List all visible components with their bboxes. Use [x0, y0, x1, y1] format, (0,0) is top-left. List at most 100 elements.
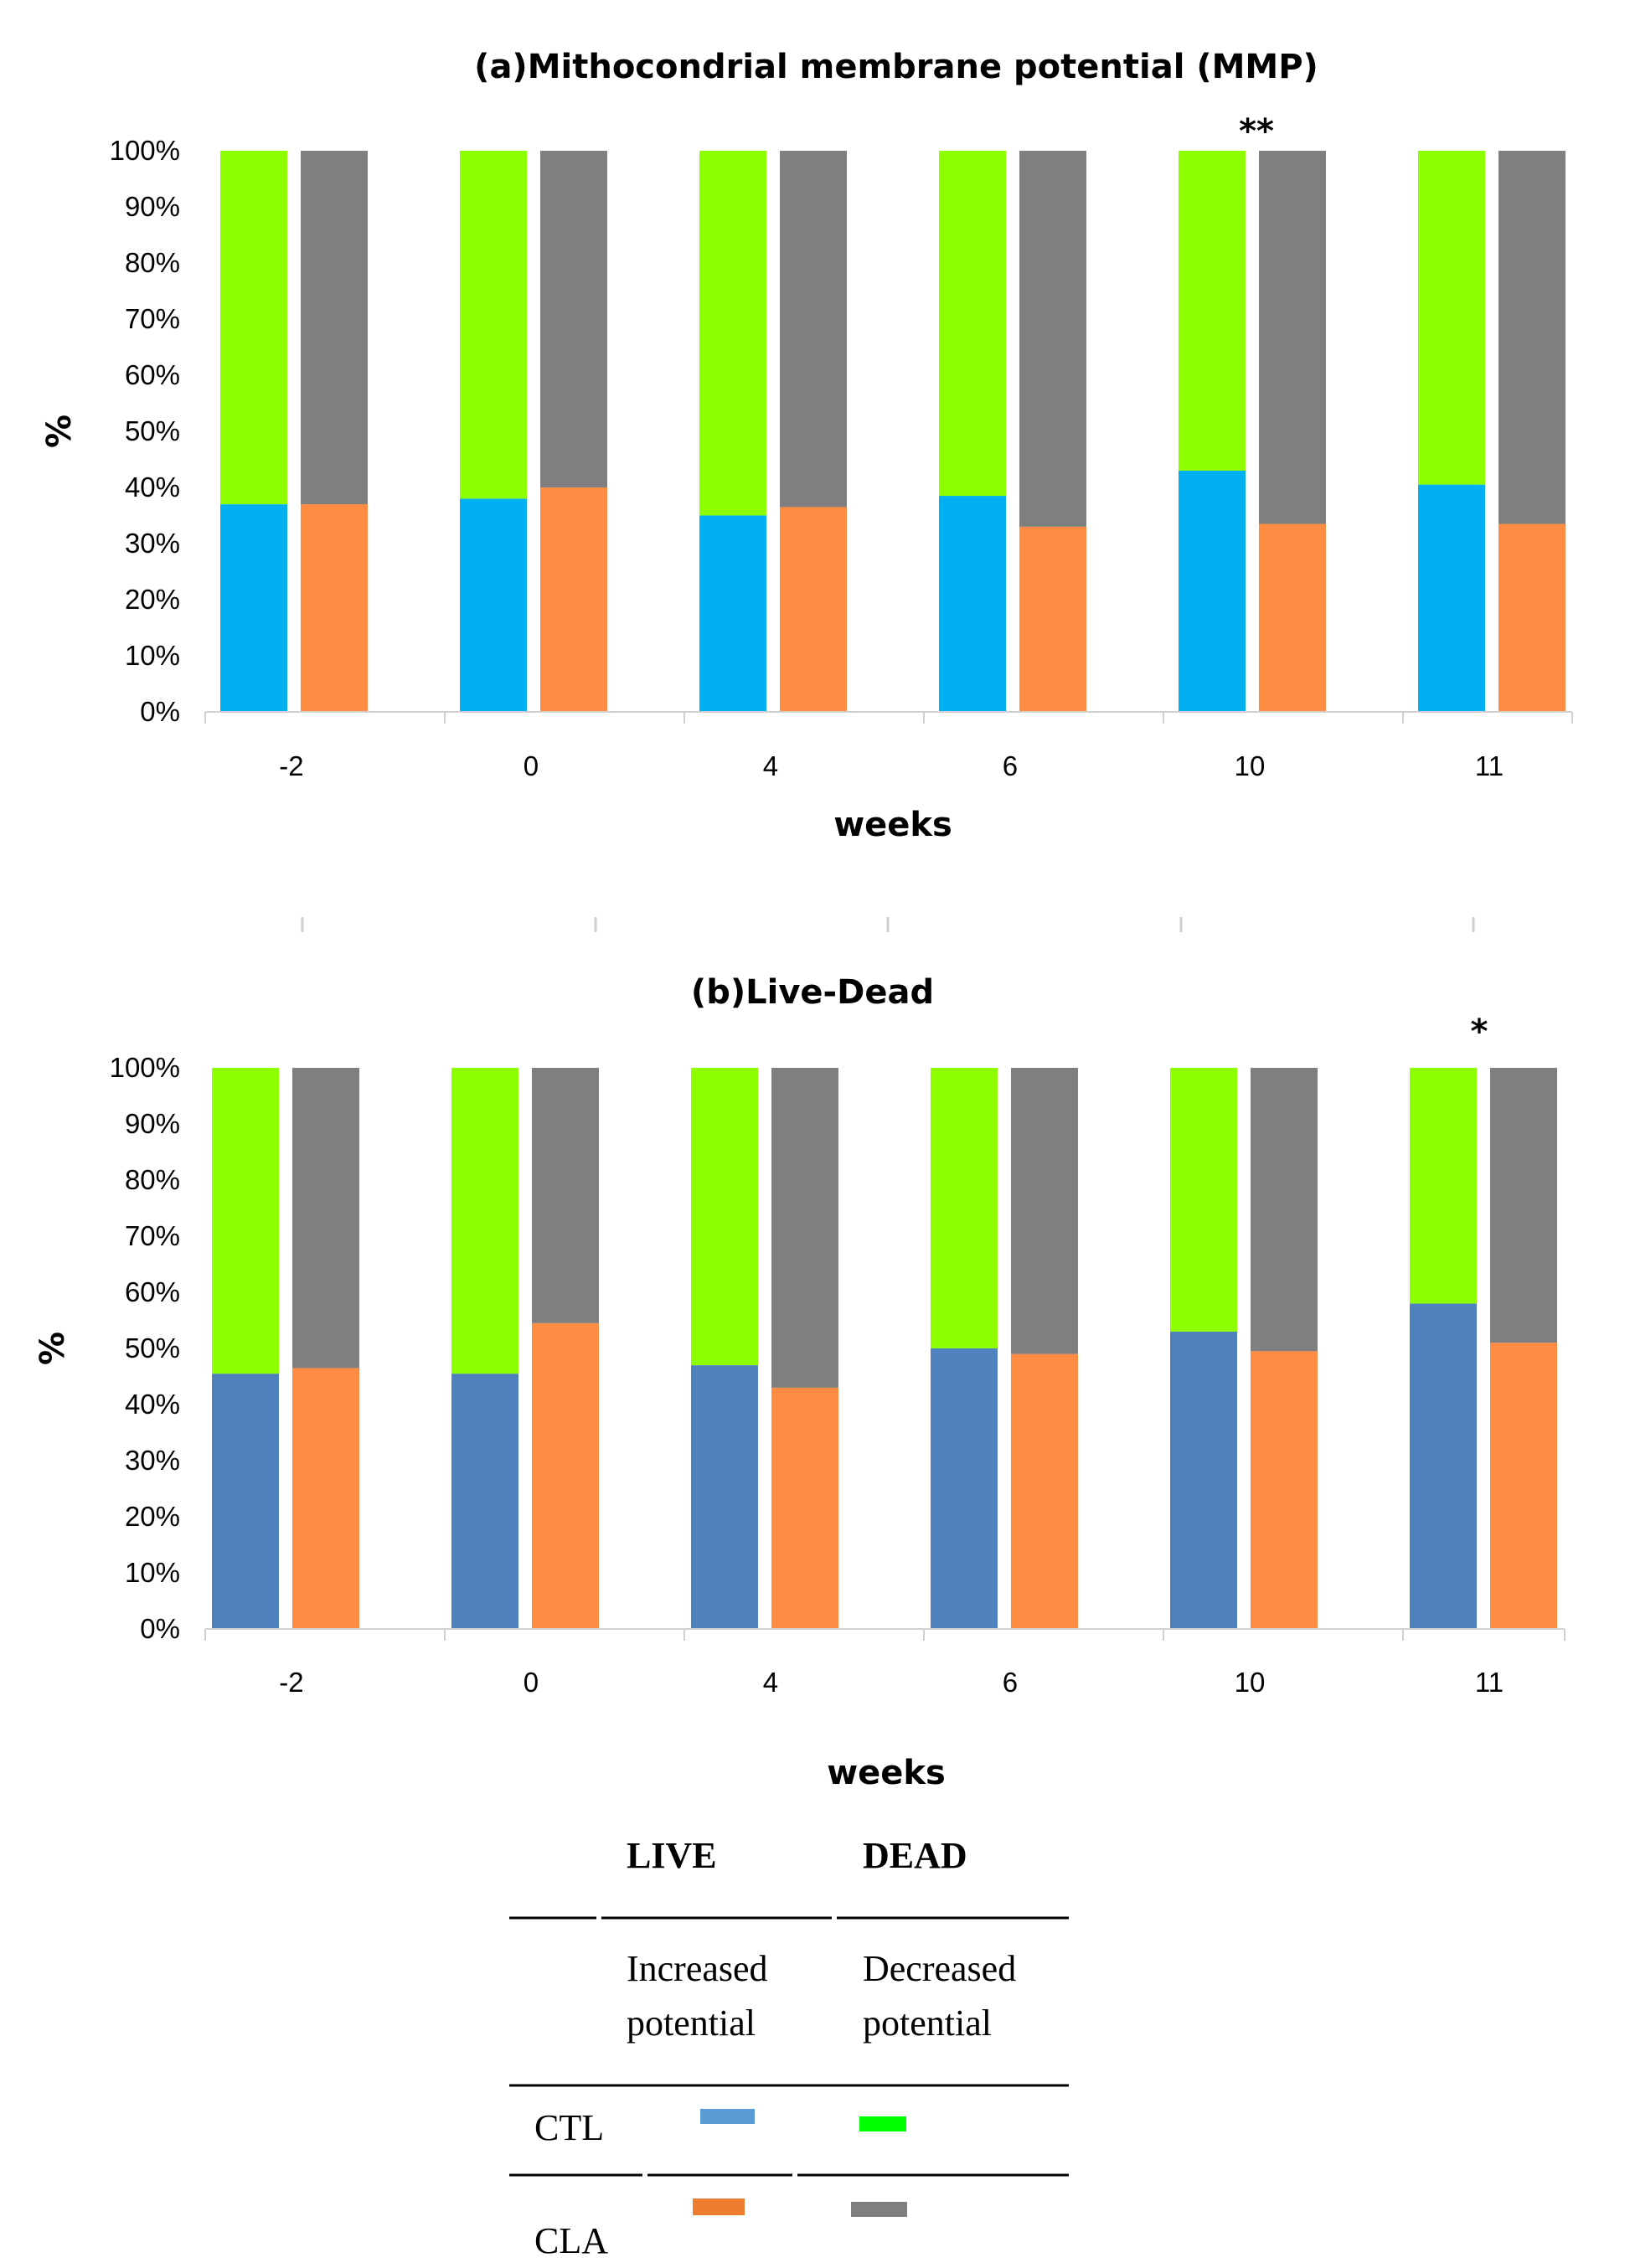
bar-ctl-lower — [931, 1348, 998, 1629]
bar-ctl-upper — [1179, 151, 1246, 471]
chart-panel-live-dead: (b)Live-Dead 0%10%20%30%40%50%60%70%80%9… — [34, 973, 1566, 1792]
bar-cla-lower — [301, 504, 368, 712]
bar-ctl-lower — [1418, 484, 1485, 712]
y-tick-label: 10% — [125, 640, 180, 671]
y-tick-label: 80% — [125, 247, 180, 278]
x-tick-label: 11 — [1475, 750, 1504, 781]
legend-sub-potential: potential — [863, 2003, 992, 2044]
bar-ctl-upper — [1170, 1068, 1237, 1332]
x-tick-label: 4 — [763, 1667, 778, 1698]
y-tick-label: 70% — [125, 303, 180, 334]
significance-marker: ** — [1239, 112, 1274, 151]
bar-cla-lower — [1498, 523, 1566, 712]
y-tick-label: 90% — [125, 191, 180, 222]
y-tick-label: 60% — [125, 359, 180, 390]
y-tick-label: 0% — [140, 1613, 180, 1644]
legend-sub-increased: Increased — [627, 1948, 768, 1989]
bar-ctl-lower — [212, 1374, 279, 1629]
bar-cla-lower — [540, 487, 607, 712]
bar-ctl-lower — [1179, 470, 1246, 712]
bar-cla-upper — [1251, 1068, 1318, 1352]
bar-cla-lower — [1011, 1353, 1078, 1629]
chart-title: (b)Live-Dead — [691, 973, 934, 1012]
legend-sub-potential: potential — [627, 2003, 756, 2044]
bar-ctl-upper — [460, 151, 527, 499]
x-axis-label: weeks — [833, 806, 952, 844]
y-tick-label: 50% — [125, 1332, 180, 1363]
x-tick-label: 11 — [1475, 1667, 1504, 1698]
y-axis: 0% 10% 20% 30% 40% 50% 60% 70% 80% 90% 100% — [110, 1052, 180, 1644]
x-axis: -2 0 4 6 10 11 — [204, 1628, 1566, 1698]
x-tick-label: 0 — [524, 750, 539, 781]
x-axis-label: weeks — [827, 1754, 946, 1792]
bar-cla-upper — [1259, 151, 1326, 524]
bar-cla-upper — [1490, 1068, 1557, 1343]
bar-ctl-lower — [1410, 1303, 1477, 1629]
y-tick-label: 10% — [125, 1557, 180, 1588]
bar-ctl-upper — [220, 151, 287, 505]
legend-header-live: LIVE — [627, 1835, 717, 1876]
bar-cla-lower — [1490, 1343, 1557, 1629]
bar-group — [220, 151, 1566, 712]
y-tick-label: 70% — [125, 1220, 180, 1251]
legend-swatch-cla-dead — [851, 2202, 907, 2217]
x-tick-label: 10 — [1235, 750, 1266, 781]
y-axis-label: % — [34, 1332, 72, 1365]
bar-cla-upper — [540, 151, 607, 487]
x-tick-label: -2 — [279, 750, 303, 781]
y-tick-label: 20% — [125, 584, 180, 615]
x-tick-label: 0 — [524, 1667, 539, 1698]
y-tick-label: 0% — [140, 696, 180, 727]
legend-swatch-cla-live — [693, 2198, 745, 2215]
legend-row-label-ctl: CTL — [534, 2107, 604, 2148]
legend-sub-decreased: Decreased — [863, 1948, 1016, 1989]
x-axis: -2 0 4 6 10 11 — [204, 711, 1573, 781]
y-tick-label: 30% — [125, 1445, 180, 1476]
bar-cla-upper — [771, 1068, 838, 1388]
bar-cla-lower — [780, 507, 847, 712]
y-axis: 0% 10% 20% 30% 40% 50% 60% 70% 80% 90% 100% — [110, 135, 180, 727]
bar-cla-lower — [1259, 523, 1326, 712]
bar-cla-upper — [301, 151, 368, 505]
bar-group — [212, 1068, 1557, 1629]
bar-ctl-lower — [691, 1365, 758, 1629]
bar-ctl-upper — [1410, 1068, 1477, 1304]
bar-cla-lower — [292, 1368, 359, 1629]
y-axis-label: % — [40, 415, 79, 448]
bar-ctl-upper — [939, 151, 1006, 497]
bar-ctl-lower — [460, 498, 527, 712]
x-tick-label: 4 — [763, 750, 778, 781]
bar-ctl-upper — [212, 1068, 279, 1374]
bar-cla-lower — [1251, 1351, 1318, 1629]
bar-cla-upper — [780, 151, 847, 508]
bar-ctl-upper — [931, 1068, 998, 1348]
legend-header-dead: DEAD — [863, 1835, 967, 1876]
bar-cla-lower — [532, 1322, 599, 1629]
x-tick-label: 6 — [1003, 1667, 1018, 1698]
chart-title: (a)Mithocondrial membrane potential (MMP… — [474, 48, 1318, 86]
legend-row-label-cla: CLA — [534, 2220, 608, 2261]
y-tick-label: 100% — [110, 135, 180, 166]
bar-cla-upper — [292, 1068, 359, 1369]
chart-panel-mmp: (a)Mithocondrial membrane potential (MMP… — [40, 48, 1573, 844]
bar-cla-upper — [1019, 151, 1086, 527]
bar-ctl-lower — [939, 496, 1006, 712]
significance-marker: * — [1471, 1013, 1488, 1051]
bar-cla-upper — [1011, 1068, 1078, 1354]
bar-ctl-lower — [220, 504, 287, 712]
bar-ctl-upper — [451, 1068, 518, 1374]
y-tick-label: 40% — [125, 472, 180, 503]
bar-ctl-lower — [451, 1374, 518, 1629]
y-tick-label: 50% — [125, 415, 180, 446]
y-tick-label: 30% — [125, 528, 180, 559]
bar-cla-upper — [532, 1068, 599, 1323]
bar-ctl-upper — [691, 1068, 758, 1366]
bar-cla-lower — [1019, 526, 1086, 712]
y-tick-label: 90% — [125, 1108, 180, 1139]
x-tick-label: -2 — [279, 1667, 303, 1698]
y-tick-label: 80% — [125, 1164, 180, 1195]
bar-ctl-lower — [1170, 1331, 1237, 1629]
x-tick-label: 10 — [1235, 1667, 1266, 1698]
y-tick-label: 40% — [125, 1389, 180, 1420]
